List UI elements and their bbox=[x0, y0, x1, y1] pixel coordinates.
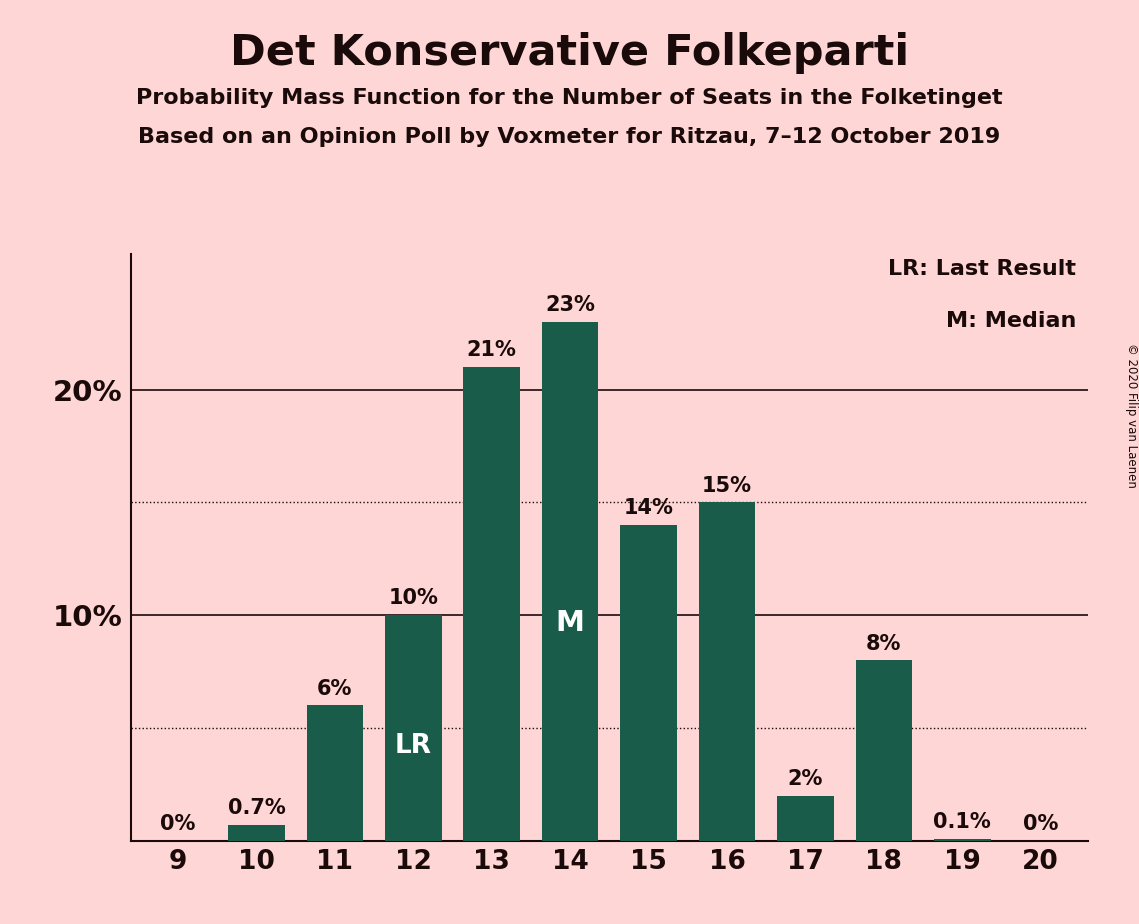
Bar bbox=[542, 322, 598, 841]
Text: Probability Mass Function for the Number of Seats in the Folketinget: Probability Mass Function for the Number… bbox=[137, 88, 1002, 108]
Bar bbox=[306, 705, 363, 841]
Text: 6%: 6% bbox=[317, 678, 353, 699]
Bar bbox=[855, 661, 912, 841]
Text: 23%: 23% bbox=[546, 295, 595, 315]
Text: LR: LR bbox=[395, 733, 432, 759]
Bar bbox=[621, 525, 677, 841]
Text: 0.7%: 0.7% bbox=[228, 798, 286, 819]
Bar bbox=[464, 367, 521, 841]
Text: Det Konservative Folkeparti: Det Konservative Folkeparti bbox=[230, 32, 909, 74]
Bar bbox=[777, 796, 834, 841]
Bar bbox=[698, 503, 755, 841]
Text: M: M bbox=[556, 609, 584, 637]
Text: 8%: 8% bbox=[866, 634, 902, 653]
Text: 0.1%: 0.1% bbox=[933, 812, 991, 832]
Text: M: Median: M: Median bbox=[945, 310, 1076, 331]
Text: 2%: 2% bbox=[788, 769, 823, 789]
Text: 15%: 15% bbox=[702, 476, 752, 495]
Bar bbox=[228, 825, 285, 841]
Text: LR: Last Result: LR: Last Result bbox=[888, 259, 1076, 279]
Text: 0%: 0% bbox=[161, 814, 196, 834]
Text: 21%: 21% bbox=[467, 340, 517, 360]
Bar bbox=[934, 839, 991, 841]
Text: 14%: 14% bbox=[624, 498, 673, 518]
Text: 0%: 0% bbox=[1023, 814, 1058, 834]
Bar bbox=[385, 615, 442, 841]
Text: Based on an Opinion Poll by Voxmeter for Ritzau, 7–12 October 2019: Based on an Opinion Poll by Voxmeter for… bbox=[138, 127, 1001, 147]
Text: © 2020 Filip van Laenen: © 2020 Filip van Laenen bbox=[1124, 344, 1138, 488]
Text: 10%: 10% bbox=[388, 589, 439, 608]
